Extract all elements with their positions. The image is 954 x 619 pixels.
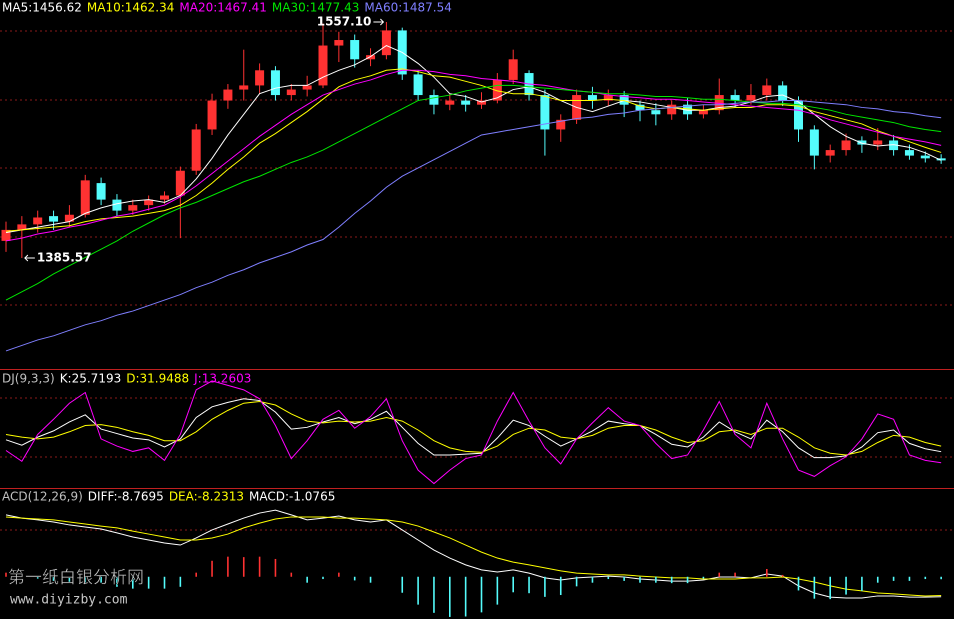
candle-body <box>556 119 566 130</box>
candle-body <box>286 89 296 96</box>
legend-entry: DEA:-8.2313 <box>169 490 244 504</box>
series-line <box>5 68 942 232</box>
candle-body <box>778 85 788 101</box>
legend-entry: MA30:1477.43 <box>272 1 360 15</box>
legend-entry: D:31.9488 <box>126 372 189 386</box>
high-arrow <box>373 18 385 26</box>
series-line <box>5 398 942 459</box>
candle-body <box>730 95 740 101</box>
candle-body <box>366 55 376 60</box>
candle-body <box>651 110 661 115</box>
candle-body <box>302 85 312 90</box>
candle-body <box>350 40 360 60</box>
series-line <box>5 44 942 234</box>
candle-body <box>889 140 899 151</box>
legend-entry: MA20:1467.41 <box>179 1 267 15</box>
candle-body <box>144 199 154 206</box>
candle-body <box>223 89 233 101</box>
candle-body <box>698 110 708 115</box>
legend-entry: MA10:1462.34 <box>87 1 175 15</box>
candle-body <box>603 95 613 101</box>
legend-entry: MACD:-1.0765 <box>249 490 335 504</box>
legend-entry: K:25.7193 <box>60 372 122 386</box>
candle-body <box>683 104 693 115</box>
candle-body <box>635 104 645 111</box>
candle-body <box>318 45 328 86</box>
candle-body <box>492 79 502 101</box>
candle-body <box>112 199 122 211</box>
candle-body <box>809 129 819 156</box>
candle-body <box>160 195 169 200</box>
candle-body <box>714 95 724 111</box>
legend-entry: J:13.2603 <box>193 372 251 386</box>
candle-body <box>477 100 486 105</box>
candle-body <box>904 150 914 156</box>
legend-entry: MA5:1456.62 <box>2 1 82 15</box>
series-line <box>5 100 942 352</box>
series-line <box>5 400 942 456</box>
candle-body <box>49 216 59 222</box>
candle-body <box>334 40 344 46</box>
candle-body <box>920 155 930 159</box>
candle-body <box>1 229 11 241</box>
candle-body <box>762 85 772 96</box>
candle-body <box>381 30 391 56</box>
watermark-name: 第一纸白银分析网 <box>8 568 144 588</box>
legend-entry: DIFF:-8.7695 <box>88 490 164 504</box>
candle-body <box>873 140 883 145</box>
candle-body <box>508 59 518 80</box>
candle-body <box>429 95 439 105</box>
candle-body <box>794 100 803 130</box>
series-line <box>5 69 942 242</box>
series-line <box>5 84 942 301</box>
candle-body <box>175 170 185 196</box>
candle-body <box>64 214 74 222</box>
panel-title: ACD(12,26,9) <box>2 490 83 504</box>
high-label: 1557.10 <box>317 15 372 29</box>
candle-body <box>540 95 550 130</box>
series-line <box>5 380 942 485</box>
candle-body <box>619 95 629 105</box>
candle-body <box>128 205 138 211</box>
candle-body <box>857 140 867 145</box>
panel-title: DJ(9,3,3) <box>2 372 55 386</box>
candle-body <box>445 100 455 105</box>
candle-body <box>255 70 265 86</box>
candle-body <box>413 74 423 96</box>
candle-body <box>191 129 201 171</box>
candle-body <box>825 150 835 156</box>
candle-body <box>33 217 43 225</box>
candle-body <box>270 70 280 96</box>
candle-body <box>587 95 597 101</box>
legend-entry: MA60:1487.54 <box>364 1 452 15</box>
series-line <box>5 516 942 597</box>
candle-body <box>17 224 27 230</box>
candle-body <box>207 100 217 130</box>
candle-body <box>80 180 90 215</box>
candle-body <box>461 100 471 105</box>
candle-body <box>239 85 249 90</box>
candle-body <box>746 95 756 101</box>
candle-body <box>96 183 106 200</box>
candle-body <box>936 158 946 161</box>
low-label: 1385.57 <box>37 250 92 264</box>
candle-body <box>667 104 677 115</box>
candle-body <box>841 140 851 151</box>
watermark-url: www.diyizby.com <box>10 593 128 608</box>
low-arrow <box>24 254 35 262</box>
